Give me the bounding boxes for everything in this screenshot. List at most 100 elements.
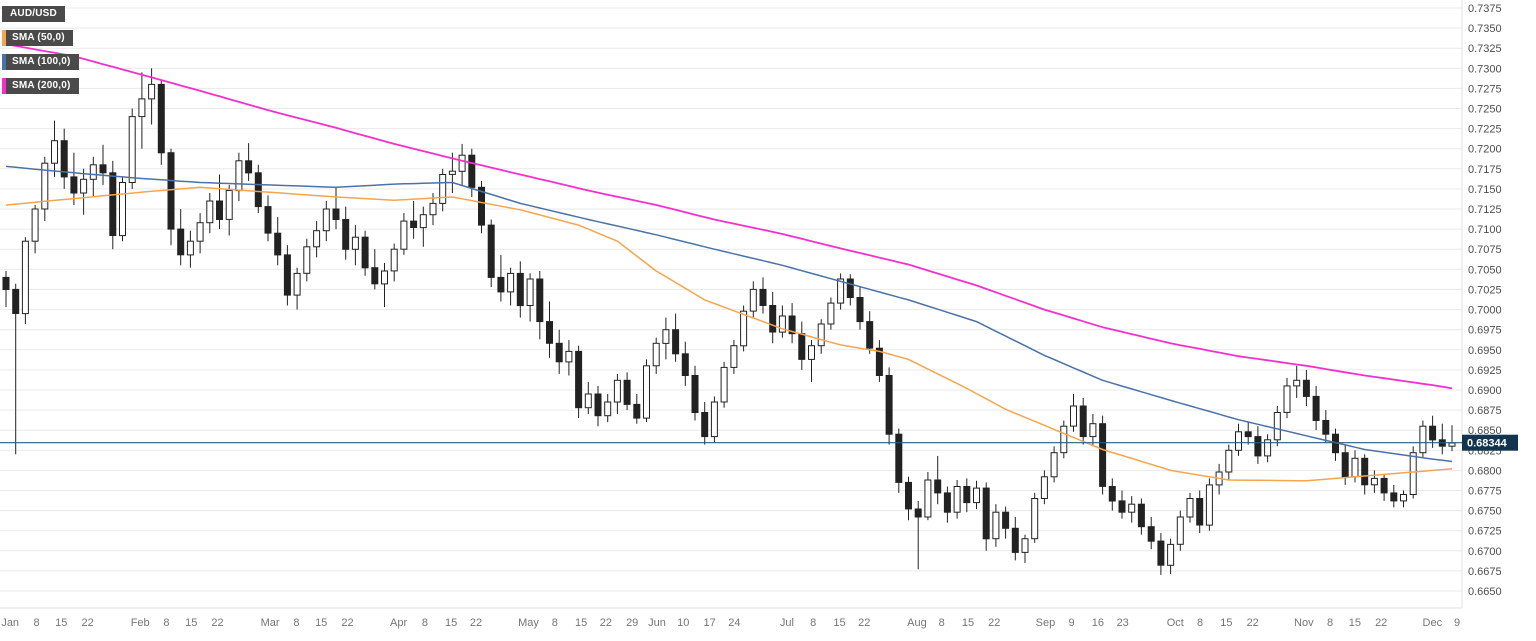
candle bbox=[1302, 369, 1310, 406]
candle-body bbox=[264, 206, 272, 234]
candle-body bbox=[361, 236, 369, 269]
legend-sma-100[interactable]: SMA (100,0) bbox=[2, 54, 79, 70]
candle bbox=[177, 209, 185, 266]
x-axis-label: 22 bbox=[1375, 617, 1387, 629]
candle-body bbox=[1283, 385, 1291, 413]
last-price-box bbox=[1462, 434, 1518, 451]
candle-body bbox=[701, 412, 709, 438]
candle-body bbox=[119, 182, 126, 237]
candle bbox=[322, 201, 330, 242]
x-axis-label: 8 bbox=[293, 617, 299, 629]
y-axis-label: 0.6750 bbox=[1468, 506, 1502, 518]
candle-body bbox=[419, 214, 427, 229]
candle-body bbox=[817, 323, 825, 347]
y-axis-label: 0.6950 bbox=[1468, 345, 1502, 357]
x-axis-label: Jan bbox=[1, 617, 19, 629]
candle bbox=[575, 345, 583, 419]
symbol-badge[interactable]: AUD/USD bbox=[2, 6, 65, 22]
candle-body bbox=[487, 224, 495, 278]
candle bbox=[342, 206, 350, 260]
candle bbox=[866, 311, 874, 354]
candle bbox=[759, 277, 767, 314]
candle-body bbox=[565, 350, 573, 363]
candle-body bbox=[924, 479, 932, 518]
candle bbox=[681, 341, 689, 386]
candle bbox=[594, 385, 602, 427]
legend-sma-200[interactable]: SMA (200,0) bbox=[2, 78, 79, 94]
candle-body bbox=[866, 321, 874, 349]
candle-body bbox=[584, 393, 592, 409]
candle-body bbox=[856, 297, 864, 323]
candle bbox=[439, 168, 447, 212]
candle bbox=[31, 205, 39, 254]
candle bbox=[51, 120, 58, 177]
candle-body bbox=[1322, 420, 1330, 435]
y-axis-label: 0.6900 bbox=[1468, 385, 1502, 397]
x-axis-label: 9 bbox=[1069, 617, 1075, 629]
candle-body bbox=[322, 208, 330, 232]
candle bbox=[60, 128, 68, 189]
candle bbox=[1419, 420, 1427, 459]
candle bbox=[293, 267, 301, 310]
candle bbox=[1050, 446, 1058, 483]
candle bbox=[875, 340, 883, 382]
candle-body bbox=[99, 164, 107, 174]
candle-body bbox=[332, 208, 340, 220]
candle bbox=[119, 176, 126, 242]
candle bbox=[623, 372, 631, 411]
candle bbox=[89, 156, 97, 197]
candle bbox=[99, 144, 107, 185]
candle bbox=[1147, 517, 1155, 550]
candle bbox=[953, 480, 961, 519]
x-axis-label: Mar bbox=[261, 617, 280, 629]
candle-body bbox=[720, 366, 728, 403]
candle bbox=[1099, 415, 1107, 495]
x-axis-label: 8 bbox=[1327, 617, 1333, 629]
candle-body bbox=[1429, 425, 1437, 441]
candle-body bbox=[555, 342, 563, 363]
candle-body bbox=[1293, 379, 1301, 387]
candle bbox=[808, 340, 815, 382]
candle-body bbox=[410, 220, 418, 229]
candle bbox=[710, 396, 718, 443]
candle bbox=[478, 180, 485, 234]
candle-body bbox=[1225, 449, 1233, 473]
candle-body bbox=[885, 375, 893, 435]
candle bbox=[264, 195, 272, 242]
x-axis-label: 22 bbox=[1247, 617, 1259, 629]
candle-body bbox=[691, 375, 699, 413]
candle-body bbox=[1400, 494, 1407, 502]
candle-body bbox=[109, 172, 117, 237]
x-axis-label: Aug bbox=[907, 617, 927, 629]
candle bbox=[778, 305, 786, 338]
candle-body bbox=[60, 140, 68, 178]
candle bbox=[361, 230, 369, 276]
candle bbox=[924, 472, 932, 521]
x-axis-label: 22 bbox=[81, 617, 93, 629]
candle bbox=[41, 156, 49, 222]
candle-body bbox=[1011, 527, 1019, 553]
candle bbox=[652, 337, 660, 374]
candle bbox=[555, 329, 563, 374]
candle bbox=[846, 274, 854, 306]
candle bbox=[1438, 423, 1446, 455]
candle bbox=[497, 254, 505, 302]
candle bbox=[1235, 423, 1242, 456]
candle-body bbox=[206, 200, 214, 224]
candle-body bbox=[342, 219, 350, 250]
candle-body bbox=[89, 164, 97, 180]
candle bbox=[934, 455, 942, 505]
y-axis-label: 0.7250 bbox=[1468, 104, 1502, 116]
candle-body bbox=[730, 345, 738, 368]
legend-sma-50[interactable]: SMA (50,0) bbox=[2, 30, 73, 46]
candle-body bbox=[516, 272, 524, 307]
candle-body bbox=[1118, 500, 1126, 513]
y-axis-label: 0.6800 bbox=[1468, 465, 1502, 477]
x-axis-label: 15 bbox=[55, 617, 67, 629]
candle bbox=[1118, 490, 1126, 519]
candle bbox=[798, 321, 806, 370]
candle bbox=[167, 148, 175, 246]
candle bbox=[351, 225, 359, 266]
y-axis-label: 0.6675 bbox=[1468, 566, 1502, 578]
